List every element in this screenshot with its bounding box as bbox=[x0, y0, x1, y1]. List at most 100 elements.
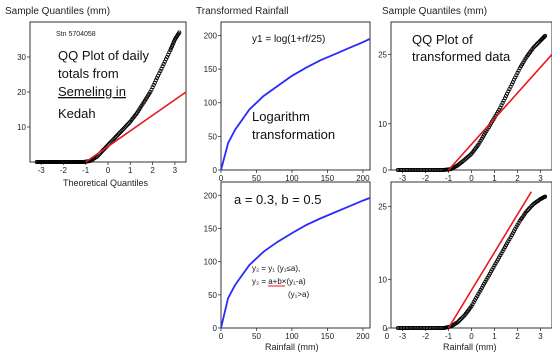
br-ticks: 0 -3 -2 -1 0 1 2 3 0 10 25 bbox=[378, 202, 543, 341]
tl-xtick-label-3: 0 bbox=[106, 166, 111, 175]
br-point-79 bbox=[498, 253, 503, 258]
br-xtick-label-4: 0 bbox=[469, 332, 474, 341]
tr-xtick-label-1: -2 bbox=[422, 174, 430, 183]
tr-xtick-label-3: 0 bbox=[469, 174, 474, 183]
bm-ticks: 0 50 100 150 200 0 50 100 150 200 bbox=[204, 191, 370, 341]
br-point-86 bbox=[506, 239, 511, 244]
bm-xlabel: Rainfall (mm) bbox=[265, 342, 319, 352]
tm-curve bbox=[220, 37, 371, 171]
tm-ticks: 0 50 100 150 200 0 50 100 150 200 bbox=[204, 31, 370, 183]
tl-point-68 bbox=[110, 138, 115, 143]
panel-bottom-right: Rainfall (mm) 0 -3 -2 -1 0 1 2 3 0 10 25 bbox=[378, 181, 552, 352]
br-ytick-label-0: 0 bbox=[383, 324, 388, 333]
tm-note-1: Logarithm bbox=[252, 109, 310, 124]
tr-xtick-label-2: -1 bbox=[445, 174, 453, 183]
br-ytick-label-2: 25 bbox=[378, 202, 387, 211]
bm-xtick-label-3: 150 bbox=[321, 332, 335, 341]
tm-xtick-label-0: 0 bbox=[219, 174, 224, 183]
panel-bottom-middle: a = 0.3, b = 0.5 y₂ = y₁ (y₁≤a), y₂ = a+… bbox=[204, 181, 371, 352]
br-point-46 bbox=[460, 315, 465, 320]
tl-point-77 bbox=[120, 127, 125, 132]
br-point-94 bbox=[515, 222, 520, 227]
tr-xtick-label-0: -3 bbox=[399, 174, 407, 183]
tr-point-110 bbox=[533, 43, 538, 48]
br-xtick-label-3: -1 bbox=[445, 332, 453, 341]
br-xtick-label-2: -2 bbox=[422, 332, 430, 341]
panel-top-right: Sample Quantiles (mm) QQ Plot of transfo… bbox=[378, 6, 552, 183]
br-point-73 bbox=[491, 265, 496, 270]
br-xtick-label-5: 1 bbox=[492, 332, 497, 341]
br-marks bbox=[395, 191, 548, 330]
tl-ytick-label-1: 20 bbox=[17, 88, 26, 97]
tl-xtick-label-0: -3 bbox=[38, 166, 46, 175]
br-xlabel: Rainfall (mm) bbox=[443, 342, 497, 352]
tr-point-99 bbox=[521, 60, 526, 65]
tl-note-3: Semeling in bbox=[58, 84, 126, 99]
tl-marks bbox=[34, 30, 187, 164]
tm-ytick-label-4: 200 bbox=[204, 31, 218, 40]
br-point-56 bbox=[471, 299, 476, 304]
br-point-77 bbox=[495, 257, 500, 262]
tr-ytick-label-2: 25 bbox=[378, 50, 387, 59]
br-point-63 bbox=[479, 285, 484, 290]
bm-xtick-label-1: 50 bbox=[252, 332, 261, 341]
bm-ytick-label-1: 50 bbox=[208, 291, 217, 300]
tl-xtick-label-2: -1 bbox=[82, 166, 90, 175]
br-xtick-label-1: -3 bbox=[399, 332, 407, 341]
panel-top-left: Sample Quantiles (mm) Stn 5704058 QQ Plo… bbox=[5, 6, 187, 188]
br-xtick-label-6: 2 bbox=[515, 332, 520, 341]
tr-point-119 bbox=[542, 34, 547, 39]
br-xtick-label-0: 0 bbox=[385, 332, 390, 341]
bm-ytick-label-3: 150 bbox=[204, 224, 218, 233]
br-point-54 bbox=[469, 304, 474, 309]
tr-ytick-label-1: 10 bbox=[378, 120, 387, 129]
br-point-93 bbox=[514, 224, 519, 229]
tr-point-29 bbox=[440, 167, 445, 172]
br-point-74 bbox=[492, 263, 497, 268]
tm-ytick-label-0: 0 bbox=[213, 166, 218, 175]
tl-ytick-label-0: 10 bbox=[17, 123, 26, 132]
bm-params: a = 0.3, b = 0.5 bbox=[234, 192, 321, 207]
br-point-70 bbox=[487, 271, 492, 276]
tl-point-83 bbox=[127, 120, 132, 125]
bm-ytick-label-2: 100 bbox=[204, 258, 218, 267]
br-xtick-label-7: 3 bbox=[538, 332, 543, 341]
bm-eq1: y₂ = y₁ (y₁≤a), bbox=[252, 264, 300, 273]
br-point-81 bbox=[500, 249, 505, 254]
bm-frame bbox=[220, 181, 371, 329]
bm-eq3: (y₁>a) bbox=[288, 290, 309, 299]
br-point-120 bbox=[543, 194, 548, 199]
tl-station: Stn 5704058 bbox=[56, 31, 96, 38]
tr-reference-line bbox=[447, 53, 552, 171]
tm-ylabel: Transformed Rainfall bbox=[196, 6, 288, 17]
tm-marks bbox=[220, 37, 371, 171]
tl-point-80 bbox=[123, 124, 128, 129]
bm-curve bbox=[220, 197, 371, 329]
tl-ticks: -3 -2 -1 0 1 2 3 10 20 30 bbox=[17, 53, 178, 175]
tr-xtick-label-5: 2 bbox=[515, 174, 520, 183]
tm-ytick-label-2: 100 bbox=[204, 99, 218, 108]
tr-ylabel: Sample Quantiles (mm) bbox=[382, 6, 487, 17]
bm-eq2: y₂ = a+b×(y₁-a) bbox=[252, 277, 306, 286]
tl-reference-line bbox=[85, 91, 187, 163]
tl-note-1: QQ Plot of daily bbox=[58, 48, 150, 63]
br-point-43 bbox=[456, 318, 461, 323]
bm-marks bbox=[220, 197, 371, 329]
tr-ticks: -3 -2 -1 0 1 2 3 0 10 25 bbox=[378, 50, 543, 183]
tm-xtick-label-2: 100 bbox=[285, 174, 299, 183]
tl-note-4: Kedah bbox=[58, 106, 96, 121]
br-ytick-label-1: 10 bbox=[378, 275, 387, 284]
tr-ytick-label-0: 0 bbox=[383, 166, 388, 175]
tm-formula: y1 = log(1+rf/25) bbox=[252, 34, 325, 45]
br-point-44 bbox=[457, 317, 462, 322]
br-point-90 bbox=[510, 231, 515, 236]
tl-xtick-label-1: -2 bbox=[60, 166, 68, 175]
tl-xtick-label-5: 2 bbox=[150, 166, 155, 175]
tm-xtick-label-1: 50 bbox=[252, 174, 261, 183]
tl-note-2: totals from bbox=[58, 66, 119, 81]
tm-ytick-label-1: 50 bbox=[208, 132, 217, 141]
tm-note-2: transformation bbox=[252, 127, 335, 142]
br-point-69 bbox=[486, 273, 491, 278]
tl-point-71 bbox=[113, 134, 118, 139]
